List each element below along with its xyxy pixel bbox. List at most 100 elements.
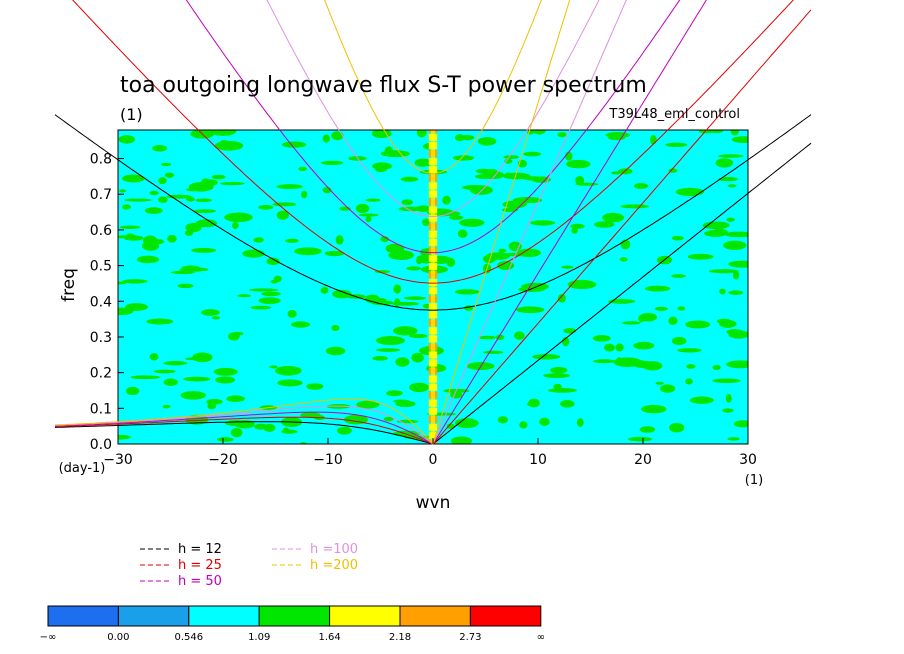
contour-blob bbox=[726, 329, 744, 335]
contour-blob bbox=[188, 182, 214, 192]
x-tick-label: 10 bbox=[529, 452, 547, 468]
colorbar-label: 2.73 bbox=[459, 632, 481, 643]
contour-blob bbox=[668, 168, 678, 173]
y-axis: 0.0 0.1 0.2 0.3 0.4 0.5 0.6 0.7 0.8 bbox=[90, 152, 124, 453]
x-axis-label: wvn bbox=[416, 493, 451, 513]
contour-blob bbox=[261, 291, 281, 297]
contour-blob bbox=[123, 198, 152, 202]
contour-blob bbox=[400, 176, 419, 182]
x-tick-label: −20 bbox=[208, 452, 238, 468]
contour-blob bbox=[301, 190, 308, 199]
contour-blob bbox=[220, 140, 229, 144]
x-tick-label: 0 bbox=[429, 452, 438, 468]
contour-blob bbox=[550, 366, 568, 374]
contour-blob bbox=[633, 183, 649, 189]
contour-blob bbox=[149, 190, 159, 196]
contour-blob bbox=[728, 290, 744, 295]
contour-blob bbox=[371, 130, 392, 138]
chart-subtitle-left: (1) bbox=[120, 105, 143, 124]
y-tick-label: 0.6 bbox=[90, 223, 112, 239]
contour-blob bbox=[358, 213, 379, 217]
contour-blob bbox=[726, 217, 735, 222]
contour-blob bbox=[409, 382, 429, 393]
contour-blob bbox=[508, 241, 522, 252]
contour-blob bbox=[118, 307, 134, 316]
contour-blob bbox=[513, 331, 525, 340]
contour-blob bbox=[512, 197, 543, 204]
contour-blob bbox=[477, 136, 497, 146]
y-tick-label: 0.0 bbox=[90, 437, 112, 453]
dispersion-curve-ig-h200 bbox=[324, 0, 542, 174]
contour-blob bbox=[163, 360, 188, 366]
contour-blob bbox=[393, 298, 401, 307]
colorbar-label: 2.18 bbox=[389, 632, 411, 643]
y-tick-label: 0.3 bbox=[90, 330, 112, 346]
dispersion-curve-rossby-h50 bbox=[54, 411, 434, 445]
dispersion-curve-kelvin-h25 bbox=[432, 9, 812, 445]
y-tick-label: 0.8 bbox=[90, 152, 112, 168]
contour-blob bbox=[355, 203, 370, 214]
contour-blob bbox=[717, 154, 744, 158]
contour-blob bbox=[224, 212, 253, 223]
contour-blob bbox=[409, 333, 428, 339]
x-tick-label: −10 bbox=[313, 452, 343, 468]
colorbar-label: 1.09 bbox=[248, 632, 270, 643]
contour-blob bbox=[685, 320, 711, 329]
contour-blob bbox=[724, 231, 748, 238]
plot-area bbox=[117, 129, 749, 445]
contour-blob bbox=[162, 404, 171, 409]
dispersion-curve-kelvin-h200 bbox=[432, 0, 571, 445]
contour-blob bbox=[374, 165, 388, 173]
contour-blob bbox=[210, 130, 237, 136]
contour-blob bbox=[619, 257, 628, 262]
contour-blob bbox=[384, 146, 394, 156]
x-axis-unit: (1) bbox=[745, 473, 763, 488]
contour-blob bbox=[393, 399, 410, 404]
contour-blob bbox=[167, 234, 177, 243]
contour-blob bbox=[320, 160, 344, 166]
contour-blob bbox=[276, 210, 289, 220]
contour-blob bbox=[715, 158, 734, 168]
contour-blob bbox=[214, 140, 244, 151]
contour-blob bbox=[392, 326, 418, 336]
contour-blob bbox=[639, 312, 658, 322]
contour-blob bbox=[687, 253, 714, 260]
contour-blob bbox=[375, 348, 401, 352]
contour-blob bbox=[119, 225, 141, 229]
contour-blob bbox=[393, 284, 402, 294]
contour-blob bbox=[712, 364, 721, 371]
contour-blob bbox=[504, 158, 513, 164]
contour-blob bbox=[320, 286, 329, 294]
contour-blob bbox=[654, 306, 668, 311]
contour-blob bbox=[237, 294, 251, 298]
contour-blob bbox=[281, 141, 307, 148]
contour-blob bbox=[122, 204, 131, 210]
contour-blob bbox=[627, 436, 653, 442]
contour-blob bbox=[565, 159, 591, 169]
colorbar-swatch bbox=[188, 605, 260, 627]
spectrum-contours bbox=[118, 130, 748, 444]
dispersion-curve-kelvin-h12 bbox=[432, 142, 812, 445]
contour-blob bbox=[523, 151, 542, 157]
contour-blob bbox=[702, 221, 730, 230]
contour-blob bbox=[504, 172, 512, 178]
contour-blob bbox=[689, 396, 714, 404]
contour-blob bbox=[497, 416, 508, 424]
contour-blob bbox=[712, 378, 741, 384]
contour-blob bbox=[454, 289, 480, 295]
contour-blob bbox=[272, 202, 297, 207]
contour-blob bbox=[122, 279, 148, 284]
contour-blob bbox=[211, 174, 226, 180]
contour-blob bbox=[365, 216, 372, 223]
x-tick-label: 30 bbox=[739, 452, 757, 468]
contour-blob bbox=[726, 360, 748, 369]
contour-blob bbox=[226, 395, 245, 403]
contour-blob bbox=[130, 375, 161, 380]
contour-blob bbox=[118, 135, 135, 144]
contour-blob bbox=[592, 334, 611, 342]
contour-blob bbox=[560, 400, 575, 408]
contour-blob bbox=[608, 299, 636, 304]
contour-blob bbox=[372, 356, 389, 361]
contour-blob bbox=[331, 324, 340, 332]
contour-blob bbox=[401, 199, 413, 206]
